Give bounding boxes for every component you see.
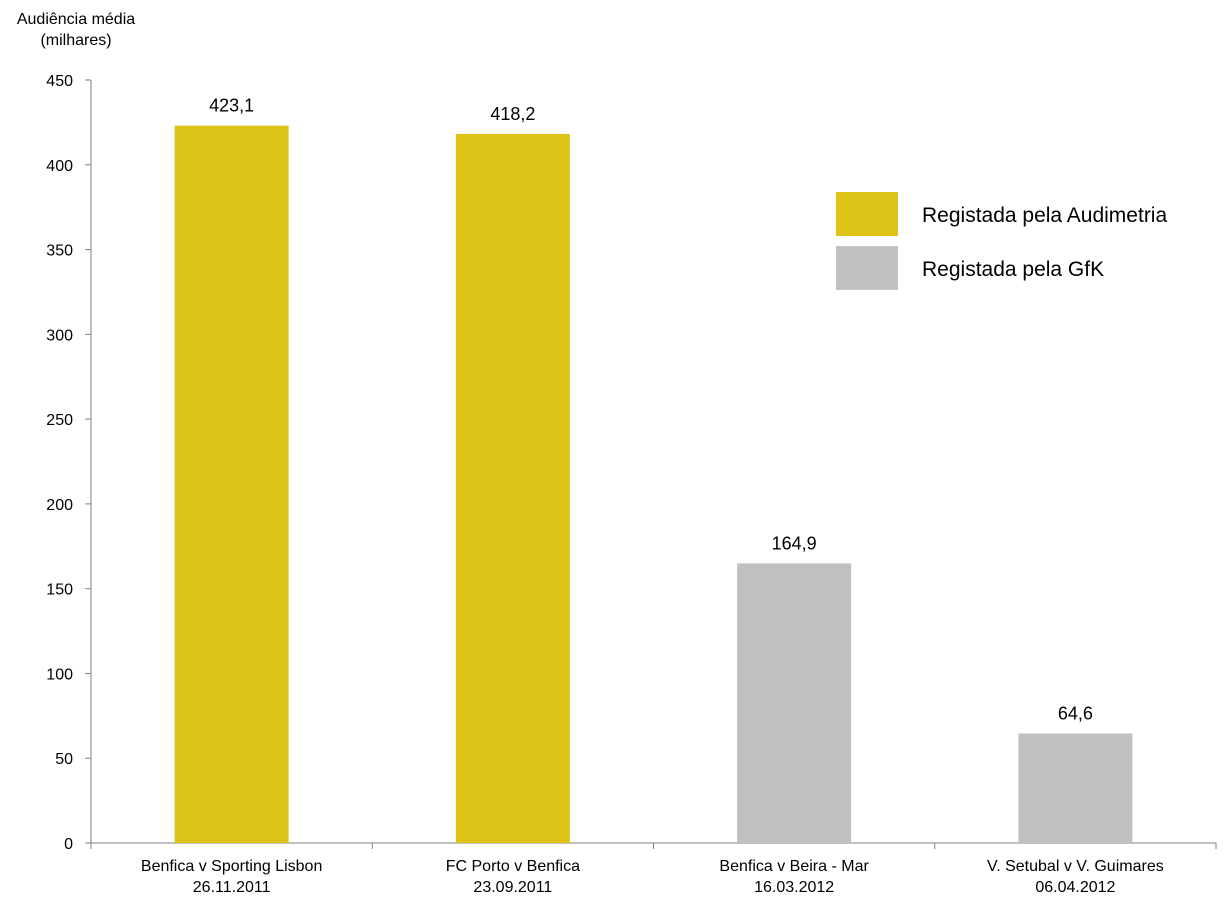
y-tick-label: 400 [46, 158, 73, 175]
y-tick-label: 350 [46, 243, 73, 260]
bar-4 [1018, 733, 1133, 843]
data-label: 164,9 [772, 533, 817, 553]
x-tick-labels: Benfica v Sporting Lisbon 26.11.2011 FC Po… [141, 858, 1164, 896]
bars [174, 125, 1133, 843]
legend-label: Registada pela GfK [922, 258, 1104, 281]
y-tick-label: 50 [55, 751, 73, 768]
y-tick-label: 300 [46, 327, 73, 344]
x-tick-label: Benfica v Beira - Mar 16.03.2012 [719, 858, 869, 896]
x-tick-label: V. Setubal v V. Guimares 06.04.2012 [987, 858, 1164, 896]
bar-3 [737, 563, 852, 843]
legend-swatch [836, 192, 898, 236]
legend-label: Registada pela Audimetria [922, 204, 1167, 227]
data-labels: 423,1 418,2 164,9 64,6 [209, 96, 1093, 724]
data-label: 418,2 [490, 104, 535, 124]
bar-1 [174, 125, 289, 843]
legend-swatch [836, 246, 898, 290]
data-label: 64,6 [1058, 703, 1093, 723]
y-tick-label: 150 [46, 582, 73, 599]
y-tick-label: 450 [46, 73, 73, 90]
y-tick-label: 100 [46, 666, 73, 683]
legend: Registada pela Audimetria Registada pela … [836, 192, 1167, 290]
data-label: 423,1 [209, 96, 254, 116]
y-tick-label: 200 [46, 497, 73, 514]
y-tick-label: 250 [46, 412, 73, 429]
bar-2 [455, 133, 570, 843]
x-tick-label: Benfica v Sporting Lisbon 26.11.2011 [141, 858, 322, 896]
y-tick-labels: 0 50 100 150 200 250 300 350 400 450 [46, 73, 91, 853]
x-tick-label: FC Porto v Benfica 23.09.2011 [446, 858, 580, 896]
y-axis-label: Audiência média (milhares) [17, 11, 135, 49]
y-axis-title: Audiência média (milhares) [17, 11, 135, 49]
y-tick-label: 0 [64, 836, 73, 853]
